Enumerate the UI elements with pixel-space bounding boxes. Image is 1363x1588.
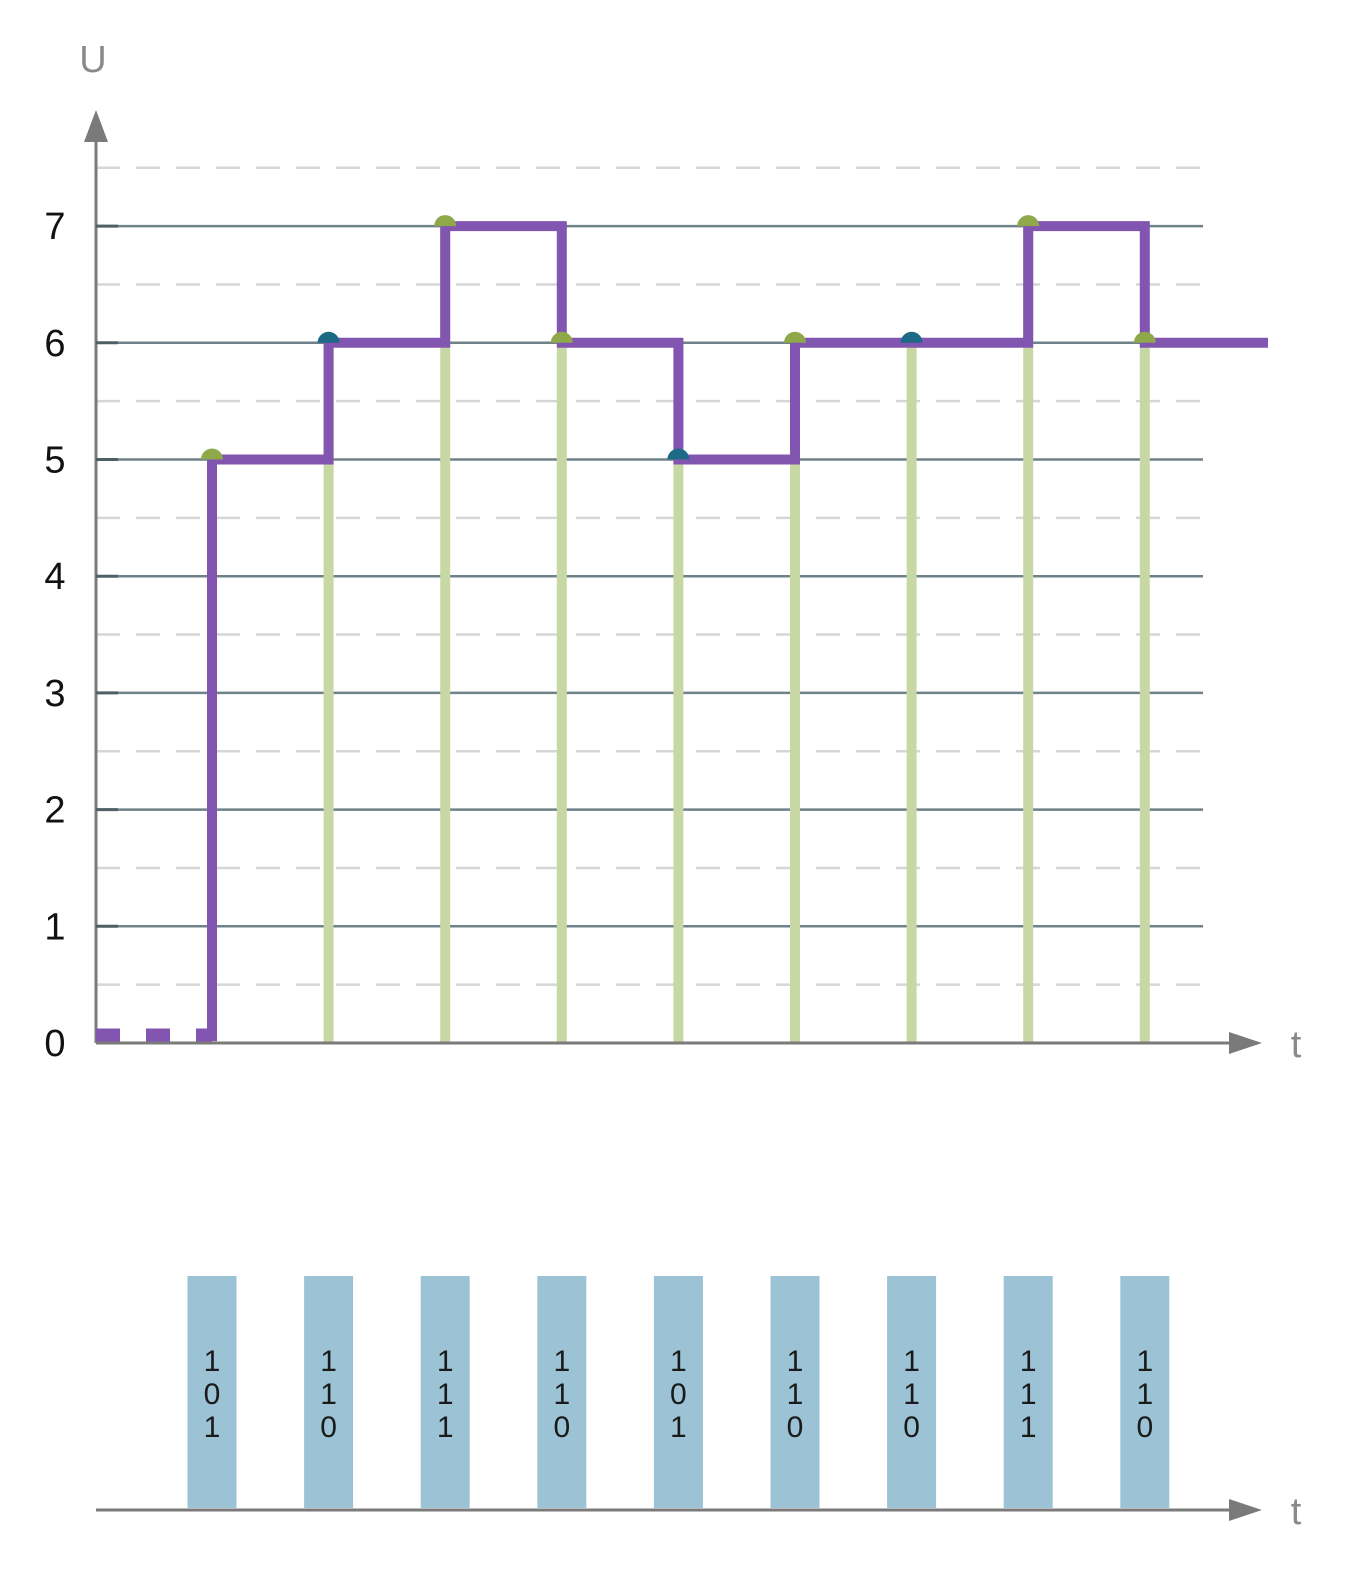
code-bit: 1 <box>787 1345 804 1378</box>
code-bit: 1 <box>437 1345 454 1378</box>
sample-point <box>550 331 573 343</box>
code-bit: 1 <box>437 1411 454 1444</box>
y-tick-label: 0 <box>44 1023 65 1065</box>
x-axis-label: t <box>1291 1024 1302 1066</box>
y-tick-label: 3 <box>44 673 65 715</box>
sample-point <box>667 448 690 460</box>
sample-point <box>434 215 457 227</box>
code-bar <box>420 1276 470 1508</box>
bottom-x-axis-label: t <box>1291 1491 1302 1533</box>
code-bit: 1 <box>1020 1378 1037 1411</box>
code-bit: 1 <box>670 1411 687 1444</box>
code-bar <box>653 1276 703 1508</box>
code-bit: 1 <box>437 1378 454 1411</box>
y-axis-label: U <box>79 39 106 81</box>
code-bit: 1 <box>670 1345 687 1378</box>
code-bit: 1 <box>204 1345 221 1378</box>
code-bit: 1 <box>1020 1411 1037 1444</box>
code-bar <box>187 1276 237 1508</box>
y-tick-label: 7 <box>44 206 65 248</box>
code-bar <box>304 1276 354 1508</box>
x-axis-arrow-icon <box>1229 1032 1262 1054</box>
y-tick-label: 2 <box>44 790 65 832</box>
code-bar <box>770 1276 820 1508</box>
step-signal-line <box>207 221 1268 1041</box>
code-bit: 1 <box>903 1345 920 1378</box>
code-bit: 0 <box>903 1411 920 1444</box>
sample-point <box>201 448 223 460</box>
code-bit: 1 <box>320 1345 337 1378</box>
grid <box>96 166 1203 986</box>
code-bar <box>887 1276 937 1508</box>
bottom-x-axis-arrow-icon <box>1229 1499 1262 1521</box>
code-bar <box>1003 1276 1053 1508</box>
code-bit: 1 <box>903 1378 920 1411</box>
sample-point <box>317 331 340 343</box>
y-tick-label: 1 <box>44 906 65 948</box>
sample-point <box>1017 215 1040 227</box>
code-bit: 0 <box>204 1378 221 1411</box>
code-bit: 1 <box>204 1411 221 1444</box>
code-bit: 0 <box>320 1411 337 1444</box>
y-tick-label: 6 <box>44 323 65 365</box>
code-bit: 0 <box>1136 1411 1153 1444</box>
sample-point <box>784 331 806 343</box>
code-bit: 0 <box>670 1378 687 1411</box>
code-bar <box>537 1276 587 1508</box>
sample-point <box>900 331 923 343</box>
code-bit: 1 <box>1020 1345 1037 1378</box>
code-bit: 0 <box>553 1411 570 1444</box>
y-tick-label: 5 <box>44 440 65 482</box>
code-bit: 1 <box>787 1378 804 1411</box>
y-tick-label: 4 <box>44 556 65 598</box>
code-bar <box>1120 1276 1170 1508</box>
y-axis-arrow-icon <box>84 110 108 142</box>
sample-point <box>1133 331 1156 343</box>
code-bit: 1 <box>1136 1378 1153 1411</box>
code-bit: 1 <box>320 1378 337 1411</box>
code-bit: 0 <box>787 1411 804 1444</box>
code-bit: 1 <box>553 1345 570 1378</box>
code-bit: 1 <box>553 1378 570 1411</box>
code-bit: 1 <box>1136 1345 1153 1378</box>
